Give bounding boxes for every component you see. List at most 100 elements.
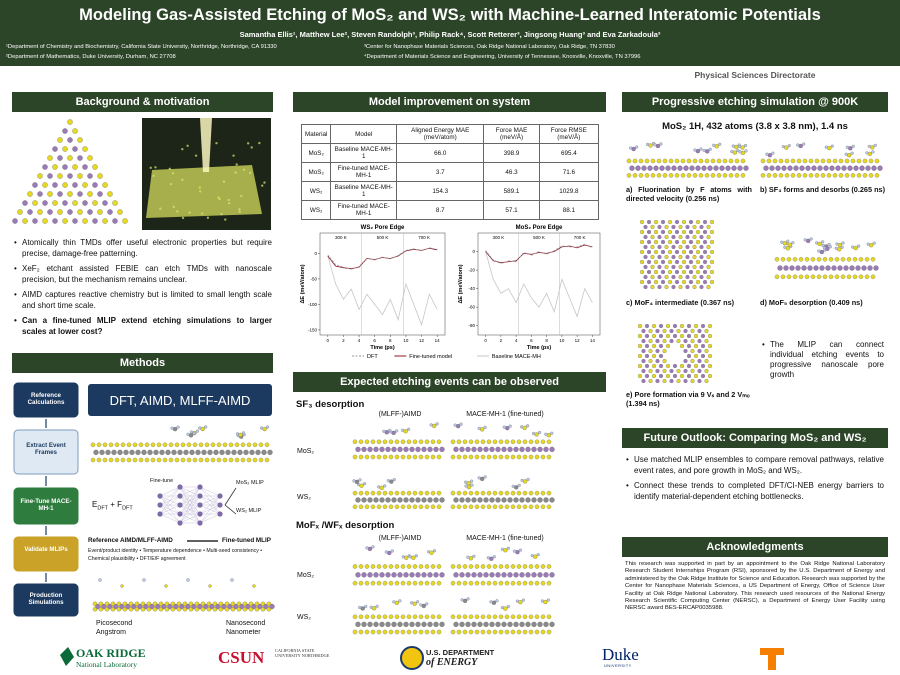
atom [162,457,168,463]
atom [474,564,480,569]
atom [382,504,388,510]
atom [486,564,492,569]
atom [400,564,406,569]
atom [483,497,489,503]
particle [238,208,241,211]
row-label: WS₂ [297,494,311,501]
atom [667,239,673,245]
atom [716,158,722,164]
atom [507,621,513,628]
atom [815,241,819,245]
atom [519,621,525,628]
nn-edge [159,486,181,497]
atom [690,358,695,364]
atom [376,504,382,510]
atom [799,165,805,171]
atom [390,549,394,553]
atom [528,614,534,620]
atom [394,629,400,635]
atom [546,433,551,438]
atom [120,457,126,463]
table-cell: 398.9 [483,143,540,163]
atom [222,442,228,448]
series-line [327,247,438,270]
atom [430,454,436,460]
atom [102,200,108,206]
atom [370,504,376,510]
atom [47,155,53,161]
atom [430,614,436,620]
atom [671,234,676,240]
atom [397,497,403,503]
atom [480,580,486,586]
atom [47,191,53,197]
atom [453,423,457,427]
atom [706,254,711,260]
atom [504,580,510,586]
atom [492,490,498,496]
atom [465,572,471,578]
atom [526,477,530,481]
atom [546,504,552,510]
atom [743,165,749,171]
atom [198,426,202,430]
atom [382,564,388,569]
table-cell: 589.1 [483,181,540,201]
bullet: The MLIP can connect individual etching … [762,340,884,380]
atom [766,173,772,178]
column-label: (MLFF-)AIMD [378,535,422,542]
atom [679,373,685,379]
atom [412,614,418,620]
atom [639,229,645,235]
atom [706,284,711,290]
atom [431,423,437,429]
atom [827,145,832,151]
atom [510,454,516,460]
atom [373,446,379,453]
atom [120,584,124,588]
atom [525,621,531,628]
atom [784,145,789,150]
atom [90,442,96,448]
atom [653,279,659,285]
table-cell: WS₂ [300,181,332,201]
step-box [13,429,79,475]
arrow [224,487,237,506]
atom [650,264,655,270]
atom [549,572,555,578]
atom [686,343,692,349]
atom [456,490,462,496]
atom [651,333,657,339]
atom [117,449,123,456]
atom [32,182,38,188]
atom [644,343,650,349]
atom [695,249,701,255]
particle [186,144,189,148]
atom [840,257,846,262]
atom [465,497,471,503]
particle [234,171,237,174]
atom [42,200,48,206]
x-tick-label: 4 [515,338,518,343]
atom [237,449,243,456]
atom [172,426,178,432]
atom [790,158,796,164]
atom [67,137,73,143]
atom [655,348,660,354]
atom [501,497,507,503]
atom [156,457,162,463]
table-cell: 71.6 [538,162,600,182]
atom [510,504,516,510]
atom [693,148,697,152]
atom [655,358,660,364]
atom [704,348,709,354]
atom [352,439,358,445]
atom [685,244,690,250]
atom [141,449,147,456]
atom [412,504,418,510]
atom [400,629,406,635]
atom [400,614,406,620]
atom [456,504,462,510]
atom [690,378,695,384]
atom [507,572,513,578]
